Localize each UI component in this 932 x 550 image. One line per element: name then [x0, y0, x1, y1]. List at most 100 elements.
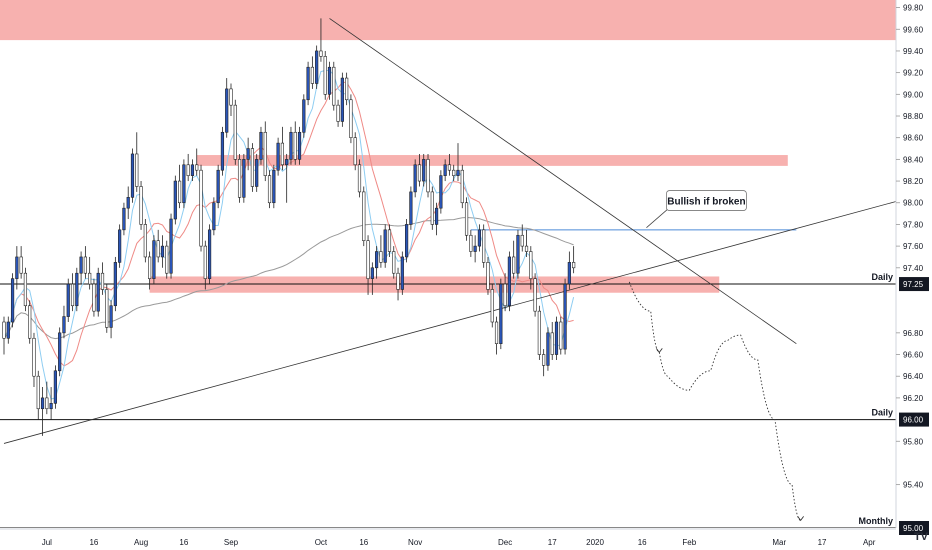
candle-body	[246, 148, 250, 160]
y-tick-label: 99.40	[903, 47, 924, 56]
date-axis: Jul 16 Aug 16 Sep Oct 16 Nov Dec 17 2020 16 Feb Mar 17…	[0, 528, 896, 547]
candle-body	[315, 50, 319, 84]
y-tick-label: 99.20	[903, 69, 924, 78]
candle-body	[165, 245, 169, 274]
candle	[490, 284, 494, 328]
candle	[507, 251, 511, 312]
candle	[405, 219, 409, 263]
candle-body	[567, 262, 571, 285]
candle-body	[49, 403, 53, 410]
candle	[169, 213, 173, 279]
resistance-zone-top	[0, 0, 896, 41]
candle-body	[92, 283, 96, 312]
candle	[267, 170, 272, 209]
candle-body	[23, 272, 28, 307]
candle	[550, 322, 554, 360]
candle	[482, 224, 486, 268]
candle-body	[396, 272, 400, 290]
candle	[340, 72, 344, 127]
candle	[289, 126, 293, 165]
candle	[409, 186, 413, 230]
candle	[280, 126, 284, 171]
candle	[293, 121, 297, 165]
candle-body	[109, 305, 113, 328]
candle	[165, 240, 169, 279]
candle-body	[178, 180, 182, 204]
candle-body	[83, 256, 87, 274]
candle	[285, 153, 289, 203]
y-tick-label: 99.60	[903, 25, 924, 34]
candle-body	[336, 104, 340, 122]
candle	[58, 327, 62, 377]
candle	[49, 387, 53, 420]
candle	[83, 246, 87, 279]
candle	[554, 316, 559, 360]
candle-body	[45, 397, 49, 410]
candle	[383, 224, 387, 268]
candle	[255, 153, 259, 192]
candle	[19, 246, 23, 279]
candle-body	[242, 159, 246, 198]
candle	[336, 99, 340, 127]
x-tick-label: Jul	[42, 538, 52, 547]
candle	[272, 164, 276, 209]
y-tick-label: 96.20	[903, 394, 924, 403]
candle	[533, 273, 537, 317]
candle-body	[490, 289, 494, 323]
candle-body	[220, 131, 225, 171]
fast-moving-average	[3, 70, 575, 400]
candle	[353, 132, 357, 171]
candle-body	[512, 256, 516, 274]
candle-body	[135, 153, 139, 187]
candle-body	[383, 229, 387, 263]
candle	[173, 175, 177, 225]
candle-body	[6, 321, 10, 339]
support-zone	[149, 276, 720, 293]
x-tick-label: 16	[638, 538, 647, 547]
candle	[452, 164, 456, 182]
candle	[40, 387, 45, 436]
candle	[66, 278, 70, 323]
candle	[259, 126, 263, 165]
candle	[79, 251, 83, 285]
candle-body	[370, 267, 374, 279]
candle-body	[413, 164, 417, 193]
candle-body	[203, 245, 207, 279]
y-tick-label: 97.80	[903, 220, 924, 229]
resistance-zone-mid	[196, 155, 788, 166]
candle	[473, 235, 477, 263]
y-tick-label: 98.20	[903, 177, 924, 186]
candle	[45, 381, 49, 415]
candle-body	[447, 164, 452, 171]
candle-body	[554, 321, 559, 355]
level-label: Daily	[871, 408, 893, 418]
candle	[434, 202, 439, 236]
candle-body	[32, 337, 36, 377]
candle-body	[229, 88, 233, 106]
candle-body	[486, 262, 490, 290]
candle-body	[182, 164, 186, 204]
x-tick-label: 2020	[586, 538, 604, 547]
candle-body	[143, 224, 147, 258]
candle	[443, 159, 447, 182]
candle-body	[79, 256, 83, 274]
x-tick-label: 17	[818, 538, 827, 547]
projection-arrow-end	[797, 516, 804, 522]
candle	[105, 284, 109, 333]
candle-body	[70, 283, 75, 307]
candle-body	[550, 332, 554, 355]
x-tick-label: Feb	[682, 538, 696, 547]
y-tick-label: 98.40	[903, 155, 924, 164]
candle	[6, 316, 10, 344]
candle-body	[118, 229, 122, 263]
candle	[225, 78, 229, 138]
candle-body	[100, 272, 105, 290]
candle	[332, 61, 336, 111]
candle	[10, 273, 15, 328]
candle	[469, 229, 473, 257]
candle-body	[156, 240, 160, 258]
candle-body	[122, 207, 126, 231]
candle	[118, 224, 122, 268]
candle-body	[353, 137, 357, 166]
